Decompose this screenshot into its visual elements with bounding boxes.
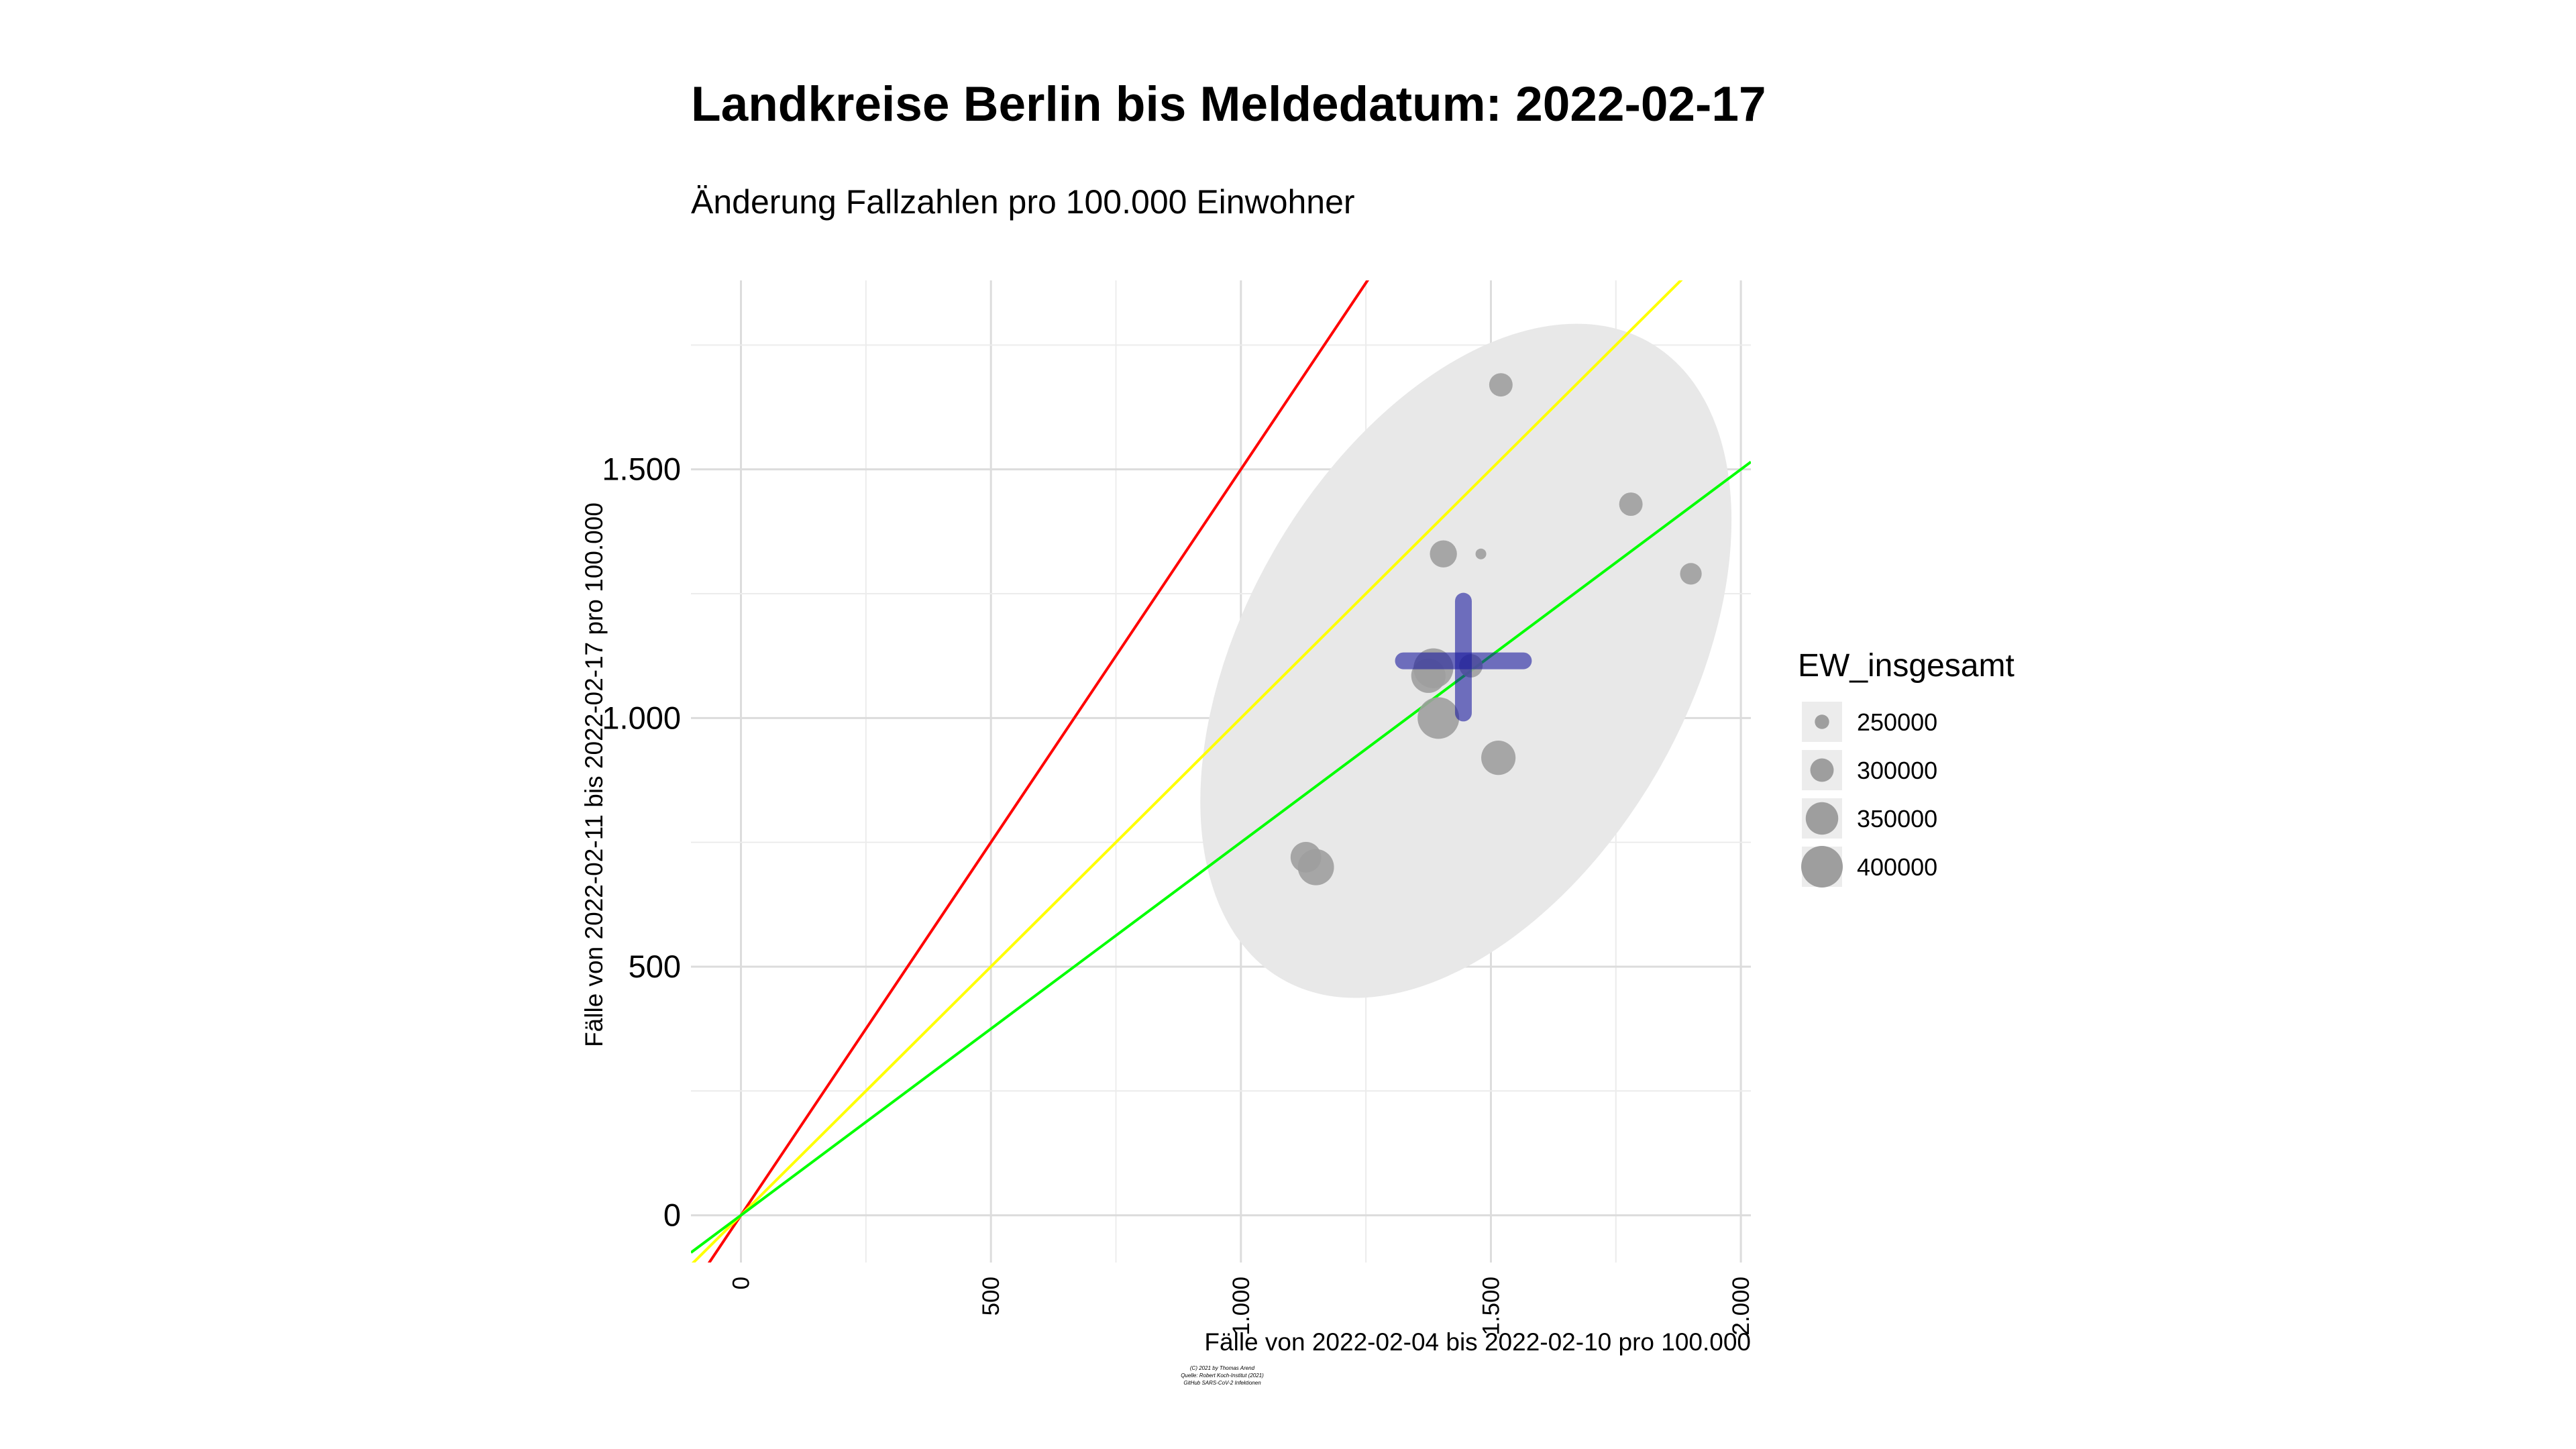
legend-entries: 250000 300000 350000 400000 [1801,702,1937,888]
data-point [1417,697,1460,739]
caption-line-3: GitHub SARS-CoV-2 Infektionen [1183,1380,1261,1386]
x-axis-label: Fälle von 2022-02-04 bis 2022-02-10 pro … [1204,1328,1751,1356]
legend-key-circle [1805,802,1839,835]
reference-line-1 [707,280,1370,1263]
chart-titles: Landkreise Berlin bis Meldedatum: 2022-0… [691,77,1766,221]
x-tick-label: 1.500 [1478,1277,1504,1336]
data-point [1680,563,1702,585]
caption: (C) 2021 by Thomas Arend Quelle: Robert … [1181,1365,1264,1386]
legend: EW_insgesamt 250000 300000 350000 400000 [1798,648,2015,888]
x-tick-labels: 0 500 1.000 1.500 2.000 [729,1277,1755,1336]
mean-cross-layer [1395,592,1532,722]
data-point [1430,540,1457,568]
legend-key-circle [1801,846,1843,888]
y-tick-label: 1.500 [602,451,681,487]
x-tick-label: 500 [978,1277,1004,1316]
data-point [1297,849,1334,885]
data-point [1489,373,1513,397]
data-point [1481,741,1516,775]
reference-line-3 [691,460,1751,1254]
y-axis-label: Fälle von 2022-02-11 bis 2022-02-17 pro … [580,502,608,1047]
legend-label: 400000 [1857,853,1937,881]
y-tick-labels: 0 500 1.000 1.500 [602,451,681,1233]
legend-key-circle [1810,758,1834,782]
y-tick-label: 500 [629,949,681,984]
caption-line-2: Quelle: Robert Koch-Institut (2021) [1181,1373,1264,1379]
reference-line-2 [691,280,1683,1263]
data-point [1475,548,1487,559]
chart-subtitle: Änderung Fallzahlen pro 100.000 Einwohne… [691,183,1355,221]
y-tick-label: 0 [663,1197,681,1233]
chart-title: Landkreise Berlin bis Meldedatum: 2022-0… [691,77,1766,131]
legend-key-circle [1815,714,1829,729]
data-point [1619,492,1643,517]
legend-title: EW_insgesamt [1798,648,2015,684]
caption-line-1: (C) 2021 by Thomas Arend [1190,1365,1255,1371]
legend-label: 250000 [1857,708,1937,736]
x-tick-label: 0 [729,1277,755,1289]
legend-label: 300000 [1857,757,1937,784]
reference-lines-layer [691,280,1751,1263]
plot-panel [691,280,1751,1263]
y-tick-label: 1.000 [602,700,681,735]
x-tick-label: 2.000 [1728,1277,1754,1336]
legend-label: 350000 [1857,805,1937,833]
x-tick-label: 1.000 [1228,1277,1254,1336]
